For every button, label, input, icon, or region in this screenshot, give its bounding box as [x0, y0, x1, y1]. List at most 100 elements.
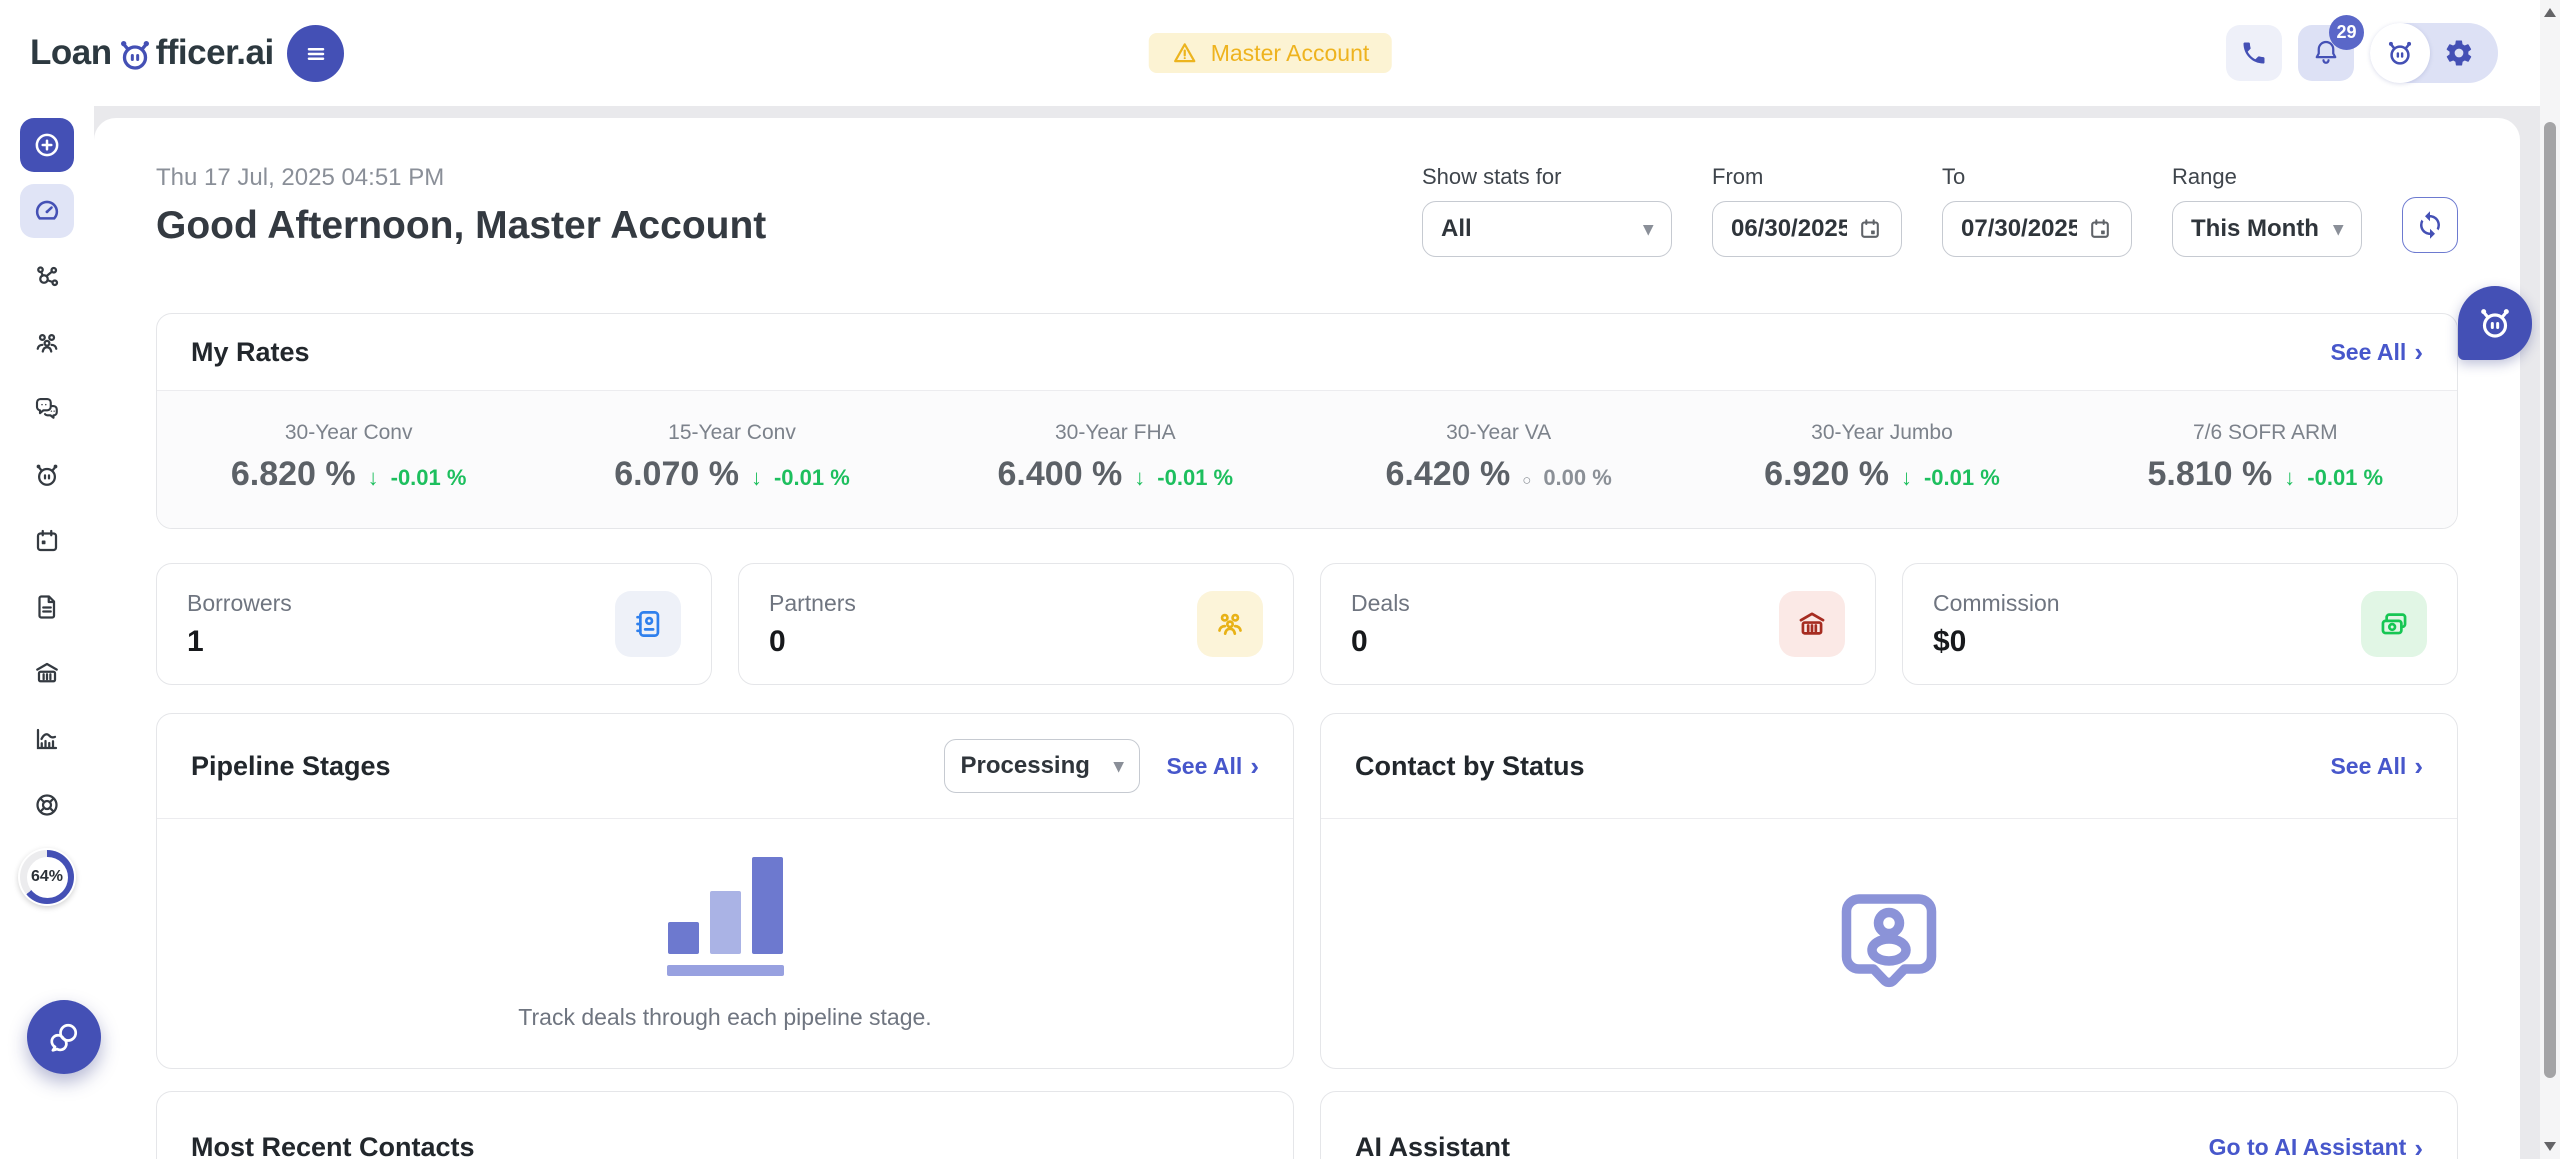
rate-change: -0.01 %	[773, 465, 850, 490]
sidebar-item-lenders[interactable]	[20, 646, 74, 700]
vertical-scrollbar	[2540, 0, 2560, 1159]
chat-support-icon	[50, 1023, 78, 1052]
rate-change: 0.00 %	[1543, 465, 1612, 490]
pipeline-header-actions: Processing ▾ See All ›	[943, 739, 1259, 793]
sidebar-item-messages[interactable]	[20, 382, 74, 436]
contact-by-status-card: Contact by Status See All ›	[1320, 713, 2458, 1069]
from-date-field: From 06/30/2025	[1712, 164, 1902, 257]
rate-change: -0.01 %	[1923, 465, 2000, 490]
chevron-right-icon: ›	[1250, 751, 1259, 781]
show-stats-field: Show stats for All ▾	[1422, 164, 1672, 257]
profile-completion-ring[interactable]: 64%	[18, 848, 76, 906]
range-select[interactable]: This Month ▾	[2172, 201, 2362, 257]
stat-label: Partners	[769, 589, 856, 616]
calendar-icon	[36, 529, 58, 552]
deals-stat-card[interactable]: Deals 0	[1320, 563, 1876, 685]
scroll-up-arrow[interactable]	[2544, 8, 2556, 17]
gear-icon	[2446, 40, 2472, 66]
rate-30yr-fha: 30-Year FHA 6.400 % ↓ -0.01 %	[924, 421, 1307, 494]
sidebar-item-documents[interactable]	[20, 580, 74, 634]
rate-30yr-va: 30-Year VA 6.420 % ○ 0.00 %	[1307, 421, 1690, 494]
rate-label: 30-Year Jumbo	[1811, 421, 1953, 444]
ai-assistant-toggle-button[interactable]	[2370, 23, 2430, 83]
to-date-value: 07/30/2025	[1961, 215, 2077, 242]
pipeline-stage-select[interactable]: Processing ▾	[943, 739, 1141, 793]
sidebar-item-calendar[interactable]	[20, 514, 74, 568]
notifications-button[interactable]: 29	[2298, 15, 2364, 81]
settings-button[interactable]	[2430, 25, 2488, 81]
trend-flat-icon: ○	[1522, 472, 1532, 489]
show-stats-select[interactable]: All ▾	[1422, 201, 1672, 257]
deals-bank-icon	[1779, 591, 1845, 657]
contact-status-see-all-link[interactable]: See All ›	[2330, 753, 2423, 780]
my-rates-see-all-link[interactable]: See All ›	[2330, 339, 2423, 366]
chevron-down-icon: ▾	[2333, 218, 2343, 240]
my-rates-title: My Rates	[191, 336, 310, 367]
go-to-ai-assistant-link[interactable]: Go to AI Assistant ›	[2209, 1134, 2423, 1159]
phone-button[interactable]	[2226, 25, 2282, 81]
stat-value: $0	[1933, 624, 1967, 658]
rate-label: 15-Year Conv	[668, 421, 796, 444]
to-date-input[interactable]: 07/30/2025	[1942, 201, 2132, 257]
from-date-label: From	[1712, 164, 1764, 189]
contact-status-empty-state	[1321, 819, 2457, 1068]
bottom-cards-row: Most Recent Contacts AI Assistant Go to …	[156, 1091, 2458, 1159]
chat-support-fab[interactable]	[27, 1000, 101, 1074]
pipeline-stages-card: Pipeline Stages Processing ▾ See All ›	[156, 713, 1294, 1069]
rates-strip: 30-Year Conv 6.820 % ↓ -0.01 % 15-Year C…	[157, 390, 2457, 528]
scroll-down-arrow[interactable]	[2544, 1142, 2556, 1151]
app-logo[interactable]: Loan fficer.ai	[30, 0, 274, 106]
calendar-icon	[2077, 216, 2113, 242]
show-stats-value: All	[1441, 215, 1472, 242]
borrowers-stat-card[interactable]: Borrowers 1	[156, 563, 712, 685]
to-date-field: To 07/30/2025	[1942, 164, 2132, 257]
header-actions: 29	[2226, 15, 2498, 83]
sidebar-item-pipeline[interactable]	[20, 250, 74, 304]
see-all-label: See All	[1166, 752, 1243, 779]
bar-chart-illustration	[666, 856, 784, 976]
sidebar-item-support[interactable]	[20, 778, 74, 832]
rate-change: -0.01 %	[2307, 465, 2384, 490]
card-divider	[1321, 818, 2457, 819]
stats-filters: Show stats for All ▾ From 06/30/2025	[1422, 164, 2458, 257]
rate-label: 30-Year VA	[1446, 421, 1552, 444]
sidebar-item-contacts[interactable]	[20, 316, 74, 370]
partners-people-icon	[1197, 591, 1263, 657]
progress-ring-label: 64%	[26, 856, 68, 898]
dashboard-gauge-icon	[35, 200, 59, 220]
from-date-input[interactable]: 06/30/2025	[1712, 201, 1902, 257]
commission-stat-card[interactable]: Commission $0	[1902, 563, 2458, 685]
stats-row: Borrowers 1 Partners 0 Deals	[156, 563, 2458, 685]
sidebar-item-dashboard[interactable]	[20, 184, 74, 238]
chevron-down-icon: ▾	[1643, 218, 1653, 240]
menu-button[interactable]	[287, 25, 344, 82]
see-all-label: See All	[2330, 752, 2407, 779]
stat-value: 0	[769, 624, 786, 658]
pipeline-header: Pipeline Stages Processing ▾ See All ›	[157, 714, 1293, 818]
sidebar-item-reports[interactable]	[20, 712, 74, 766]
rate-30yr-conv: 30-Year Conv 6.820 % ↓ -0.01 %	[157, 421, 540, 494]
bell-icon	[2315, 40, 2337, 64]
trend-down-icon: ↓	[1900, 465, 1912, 490]
logo-text-suffix: fficer.ai	[155, 33, 275, 72]
pipeline-see-all-link[interactable]: See All ›	[1166, 753, 1259, 780]
contact-status-header: Contact by Status See All ›	[1321, 714, 2457, 818]
sidebar-item-add-new[interactable]	[20, 118, 74, 172]
scrollbar-thumb[interactable]	[2544, 122, 2556, 1078]
sidebar-item-ai-assistant[interactable]	[20, 448, 74, 502]
rate-label: 30-Year Conv	[284, 421, 413, 444]
partners-stat-card[interactable]: Partners 0	[738, 563, 1294, 685]
ai-assistant-card: AI Assistant Go to AI Assistant ›	[1320, 1091, 2458, 1159]
ai-assistant-floating-tab[interactable]	[2458, 286, 2532, 360]
stat-label: Borrowers	[187, 589, 292, 616]
trend-down-icon: ↓	[2284, 465, 2296, 490]
pipeline-empty-text: Track deals through each pipeline stage.	[518, 1003, 932, 1030]
rate-label: 7/6 SOFR ARM	[2192, 421, 2338, 444]
notification-count-badge: 29	[2329, 15, 2364, 50]
chevron-right-icon: ›	[2414, 337, 2423, 367]
master-account-label: Master Account	[1210, 39, 1370, 66]
ai-assistant-link-label: Go to AI Assistant	[2208, 1134, 2407, 1159]
greeting-block: Thu 17 Jul, 2025 04:51 PM Good Afternoon…	[156, 164, 766, 248]
refresh-button[interactable]	[2402, 197, 2458, 253]
nodes-share-icon	[37, 266, 59, 287]
